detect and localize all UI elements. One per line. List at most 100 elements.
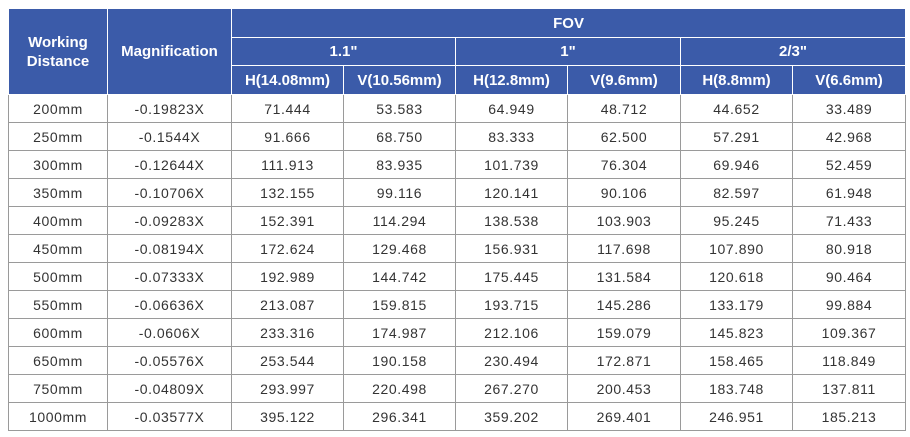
- table-cell: -0.1544X: [107, 122, 232, 151]
- table-cell: 57.291: [680, 122, 793, 151]
- table-cell: 82.597: [680, 178, 793, 207]
- table-row: 350mm -0.10706X 132.155 99.116 120.141 90.106…: [8, 178, 907, 207]
- header-cell: H(14.08mm): [231, 65, 344, 95]
- table-cell: 152.391: [231, 206, 344, 235]
- table-cell: 44.652: [680, 94, 793, 123]
- table-cell: 111.913: [231, 150, 344, 179]
- table-row: 450mm -0.08194X 172.624 129.468 156.931 117.6…: [8, 234, 907, 263]
- table-cell: 400mm: [8, 206, 108, 235]
- table-cell: 250mm: [8, 122, 108, 151]
- header-cell: H(8.8mm): [680, 65, 793, 95]
- table-row: 750mm -0.04809X 293.997 220.498 267.270 200.4…: [8, 374, 907, 403]
- table-cell: 120.141: [455, 178, 568, 207]
- header-cell: 1": [455, 37, 681, 66]
- table-cell: 103.903: [567, 206, 681, 235]
- table-row: 1000mm -0.03577X 395.122 296.341 359.202 269.…: [8, 402, 907, 431]
- table-cell: 359.202: [455, 402, 568, 431]
- header-cell: Working Distance: [8, 8, 108, 95]
- table-cell: 61.948: [791, 178, 907, 207]
- table-row: 250mm -0.1544X 91.666 68.750 83.333 62.500 57.…: [8, 122, 907, 151]
- table-body: 200mm -0.19823X 71.444 53.583 64.949 48.712 44…: [8, 94, 907, 431]
- table-cell: 33.489: [791, 94, 907, 123]
- table-cell: 350mm: [8, 178, 108, 207]
- table-cell: 118.849: [791, 346, 907, 375]
- table-cell: -0.04809X: [107, 374, 232, 403]
- table-cell: 233.316: [231, 318, 344, 347]
- table-cell: -0.12644X: [107, 150, 232, 179]
- table-cell: 53.583: [343, 94, 456, 123]
- header-cell: Magnification: [107, 8, 232, 95]
- table-cell: 120.618: [680, 262, 793, 291]
- table-cell: 69.946: [680, 150, 793, 179]
- table-row: 500mm -0.07333X 192.989 144.742 175.445 131.5…: [8, 262, 907, 291]
- table-cell: -0.09283X: [107, 206, 232, 235]
- table-cell: -0.05576X: [107, 346, 232, 375]
- table-cell: 145.823: [680, 318, 793, 347]
- table-cell: 99.116: [343, 178, 456, 207]
- table-cell: 133.179: [680, 290, 793, 319]
- table-cell: 132.155: [231, 178, 344, 207]
- table-row: 600mm -0.0606X 233.316 174.987 212.106 159.07…: [8, 318, 907, 347]
- table-cell: 62.500: [567, 122, 681, 151]
- table-cell: -0.0606X: [107, 318, 232, 347]
- table-cell: 200.453: [567, 374, 681, 403]
- table-cell: 193.715: [455, 290, 568, 319]
- table-row: 300mm -0.12644X 111.913 83.935 101.739 76.304…: [8, 150, 907, 179]
- header-row: Working Distance Magnification FOV: [8, 8, 907, 95]
- header-cell: H(12.8mm): [455, 65, 568, 95]
- table-cell: 90.464: [791, 262, 907, 291]
- table-cell: 83.333: [455, 122, 568, 151]
- table-cell: 42.968: [791, 122, 907, 151]
- table-cell: 500mm: [8, 262, 108, 291]
- header-cell: 1.1": [231, 37, 456, 66]
- table-cell: 212.106: [455, 318, 568, 347]
- table-cell: 76.304: [567, 150, 681, 179]
- table-cell: 750mm: [8, 374, 108, 403]
- table-cell: 220.498: [343, 374, 456, 403]
- table-cell: 172.871: [567, 346, 681, 375]
- table-cell: 64.949: [455, 94, 568, 123]
- table-cell: -0.10706X: [107, 178, 232, 207]
- table-cell: 230.494: [455, 346, 568, 375]
- table-cell: 117.698: [567, 234, 681, 263]
- table-cell: 95.245: [680, 206, 793, 235]
- table-row: 550mm -0.06636X 213.087 159.815 193.715 145.2…: [8, 290, 907, 319]
- table-cell: 246.951: [680, 402, 793, 431]
- table-cell: 550mm: [8, 290, 108, 319]
- table-cell: -0.06636X: [107, 290, 232, 319]
- header-cell: V(6.6mm): [791, 65, 907, 95]
- table-cell: 190.158: [343, 346, 456, 375]
- table-cell: 185.213: [791, 402, 907, 431]
- table-cell: 71.444: [231, 94, 344, 123]
- fov-table: Working Distance Magnification FOV 1.1" …: [8, 8, 907, 431]
- table-cell: 175.445: [455, 262, 568, 291]
- header-cell: V(9.6mm): [567, 65, 681, 95]
- table-cell: 109.367: [791, 318, 907, 347]
- table-cell: -0.19823X: [107, 94, 232, 123]
- table-cell: 650mm: [8, 346, 108, 375]
- table-cell: 101.739: [455, 150, 568, 179]
- table-cell: 52.459: [791, 150, 907, 179]
- table-row: 400mm -0.09283X 152.391 114.294 138.538 103.9…: [8, 206, 907, 235]
- table-cell: 1000mm: [8, 402, 108, 431]
- table-cell: 80.918: [791, 234, 907, 263]
- table-cell: 107.890: [680, 234, 793, 263]
- header-row: H(14.08mm) V(10.56mm) H(12.8mm) V(9.6mm) H(8…: [9, 65, 907, 95]
- table-cell: 68.750: [343, 122, 456, 151]
- table-cell: 71.433: [791, 206, 907, 235]
- table-cell: 192.989: [231, 262, 344, 291]
- table-cell: 450mm: [8, 234, 108, 263]
- table-cell: 253.544: [231, 346, 344, 375]
- table-cell: 395.122: [231, 402, 344, 431]
- table-cell: 145.286: [567, 290, 681, 319]
- table-cell: 267.270: [455, 374, 568, 403]
- table-row: 650mm -0.05576X 253.544 190.158 230.494 172.8…: [8, 346, 907, 375]
- table-cell: 159.815: [343, 290, 456, 319]
- table-cell: 300mm: [8, 150, 108, 179]
- header-cell: FOV: [230, 8, 907, 38]
- table-cell: 90.106: [567, 178, 681, 207]
- table-cell: 172.624: [231, 234, 344, 263]
- table-cell: 137.811: [791, 374, 907, 403]
- table-cell: 131.584: [567, 262, 681, 291]
